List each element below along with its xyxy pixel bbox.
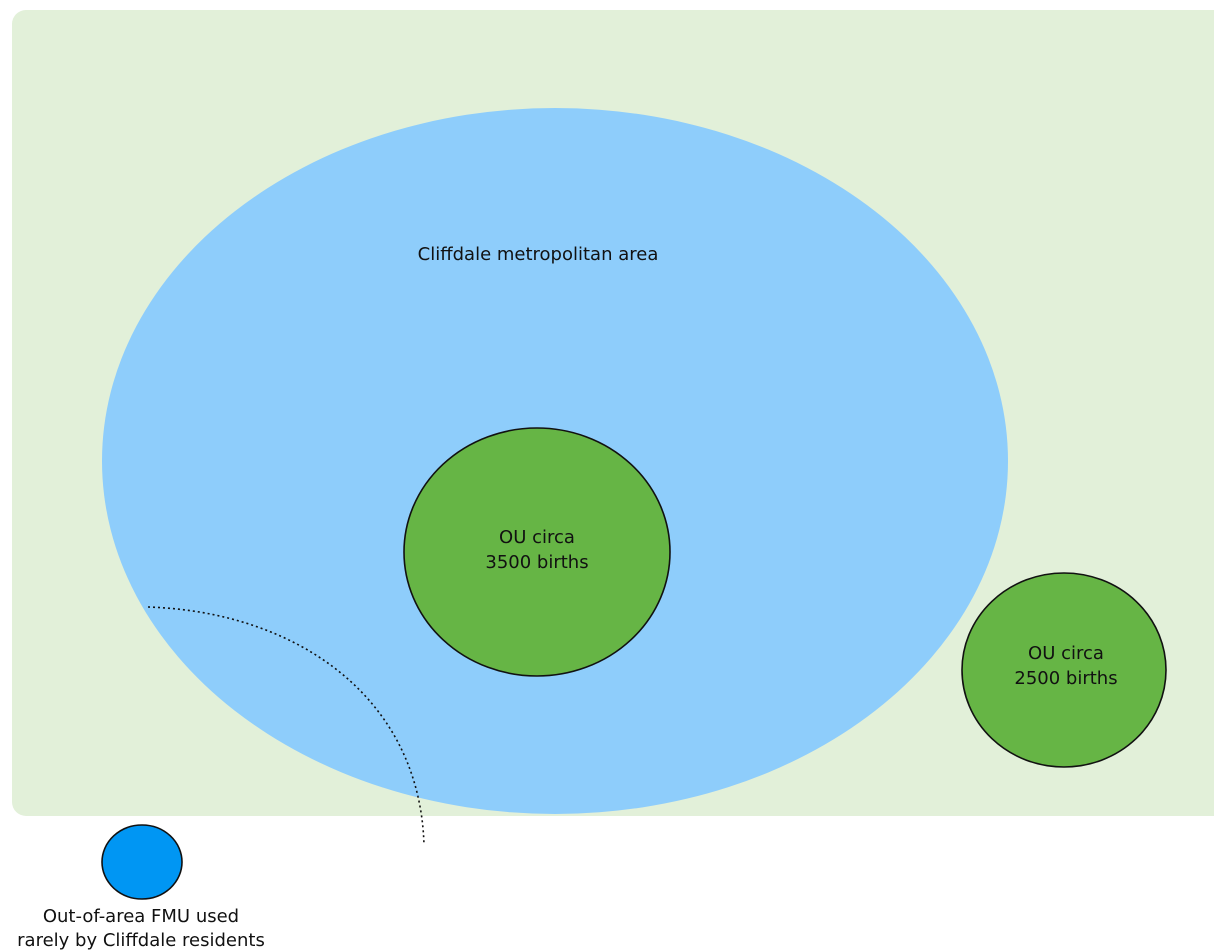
obstetric-unit-small-label-line1: OU circa [1028, 643, 1104, 664]
fmu-label-line1: Out-of-area FMU used [43, 906, 239, 927]
fmu-circle [101, 824, 183, 900]
obstetric-unit-large-label-line2: 3500 births [485, 552, 588, 573]
obstetric-unit-small-label-line2: 2500 births [1014, 668, 1117, 689]
catchment-boundary-dotted [147, 606, 425, 846]
obstetric-unit-small [961, 572, 1167, 768]
fmu-label-line2: rarely by Cliffdale residents [17, 930, 265, 951]
metro-area-label: Cliffdale metropolitan area [418, 244, 659, 265]
obstetric-unit-large-label-line1: OU circa [499, 527, 575, 548]
obstetric-unit-large [403, 427, 671, 677]
